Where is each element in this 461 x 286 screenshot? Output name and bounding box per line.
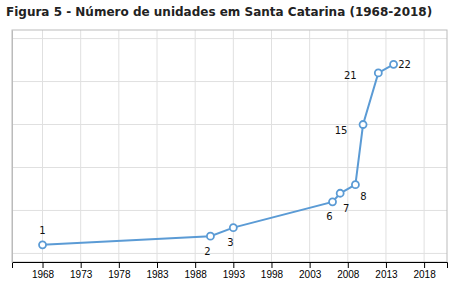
point	[337, 190, 344, 197]
data-label: 7	[343, 203, 349, 214]
x-tick: 1983	[146, 262, 169, 280]
x-tick: 2013	[375, 262, 398, 280]
x-tick-label: 1988	[185, 269, 208, 280]
grid-line-y	[12, 81, 447, 82]
x-tick: 1968	[32, 262, 55, 280]
title: Figura 5 - Número de unidades em Santa C…	[6, 5, 432, 19]
x-tick-mark	[157, 262, 158, 268]
x-tick-mark	[310, 262, 311, 268]
x-tick: 2018	[413, 262, 436, 280]
grid	[12, 30, 447, 262]
point	[207, 233, 214, 240]
x-tick-mark	[43, 262, 44, 268]
x-tick: 1988	[185, 262, 208, 280]
point	[352, 181, 359, 188]
x-tick-label: 1983	[146, 269, 169, 280]
x-tick-mark	[195, 262, 196, 268]
x-tick-mark	[386, 262, 387, 268]
x-axis: 1968 1973 1978 1983 1988 1993 1998 2003 2008 2013…	[13, 262, 448, 280]
grid-line-x	[385, 30, 386, 262]
data-label: 6	[326, 211, 332, 222]
x-tick-label: 2003	[299, 269, 322, 280]
data-label: 8	[360, 191, 366, 202]
x-tick: 1973	[70, 262, 93, 280]
line	[43, 64, 394, 244]
x-tick-mark	[119, 262, 120, 268]
x-tick-label: 1978	[108, 269, 131, 280]
x-tick: 2003	[299, 262, 322, 280]
plot: 1968 1973 1978 1983 1988 1993 1998 2003 2008 2013…	[12, 30, 448, 280]
data-label: 21	[344, 70, 357, 81]
point	[375, 69, 382, 76]
grid-line-y	[12, 167, 447, 168]
data-label: 22	[398, 59, 411, 70]
x-tick-label: 2008	[337, 269, 360, 280]
x-axis-line	[13, 263, 448, 269]
x-tick-label: 1973	[70, 269, 93, 280]
grid-line-x	[347, 30, 348, 262]
y-axis	[12, 31, 14, 263]
point	[39, 241, 46, 248]
x-tick-mark	[348, 262, 349, 268]
point	[360, 121, 367, 128]
x-tick-mark	[271, 262, 272, 268]
marks	[39, 61, 397, 248]
grid-line-x	[195, 30, 196, 262]
data-label: 15	[335, 125, 348, 136]
grid-line-x	[118, 30, 119, 262]
x-tick-label: 2013	[375, 269, 398, 280]
chart: Figura 5 - Número de unidades em Santa C…	[0, 0, 461, 286]
x-tick-label: 1993	[223, 269, 246, 280]
x-tick: 2008	[337, 262, 360, 280]
data-label: 1	[39, 225, 45, 236]
data-label: 2	[204, 246, 210, 257]
grid-line-x	[309, 30, 310, 262]
y-axis-line	[12, 31, 13, 263]
data-labels: 1 2 3 678 15 21 22	[39, 59, 411, 257]
x-tick-label: 1968	[32, 269, 55, 280]
x-tick-mark	[424, 262, 425, 268]
plot-frame	[12, 30, 447, 262]
x-tick: 1993	[223, 262, 246, 280]
data-label: 3	[227, 237, 233, 248]
x-tick-mark	[81, 262, 82, 268]
point	[390, 61, 397, 68]
grid-line-y	[12, 253, 447, 254]
point	[329, 198, 336, 205]
point	[230, 224, 237, 231]
x-tick-label: 1998	[261, 269, 284, 280]
grid-line-x	[271, 30, 272, 262]
grid-line-x	[80, 30, 81, 262]
grid-line-y	[12, 38, 447, 39]
x-tick-label: 2018	[413, 269, 436, 280]
grid-line-x	[424, 30, 425, 262]
x-tick-mark	[233, 262, 234, 268]
grid-line-y	[12, 210, 447, 211]
x-tick: 1998	[261, 262, 284, 280]
x-tick: 1978	[108, 262, 131, 280]
grid-line-y	[12, 124, 447, 125]
grid-line-x	[157, 30, 158, 262]
